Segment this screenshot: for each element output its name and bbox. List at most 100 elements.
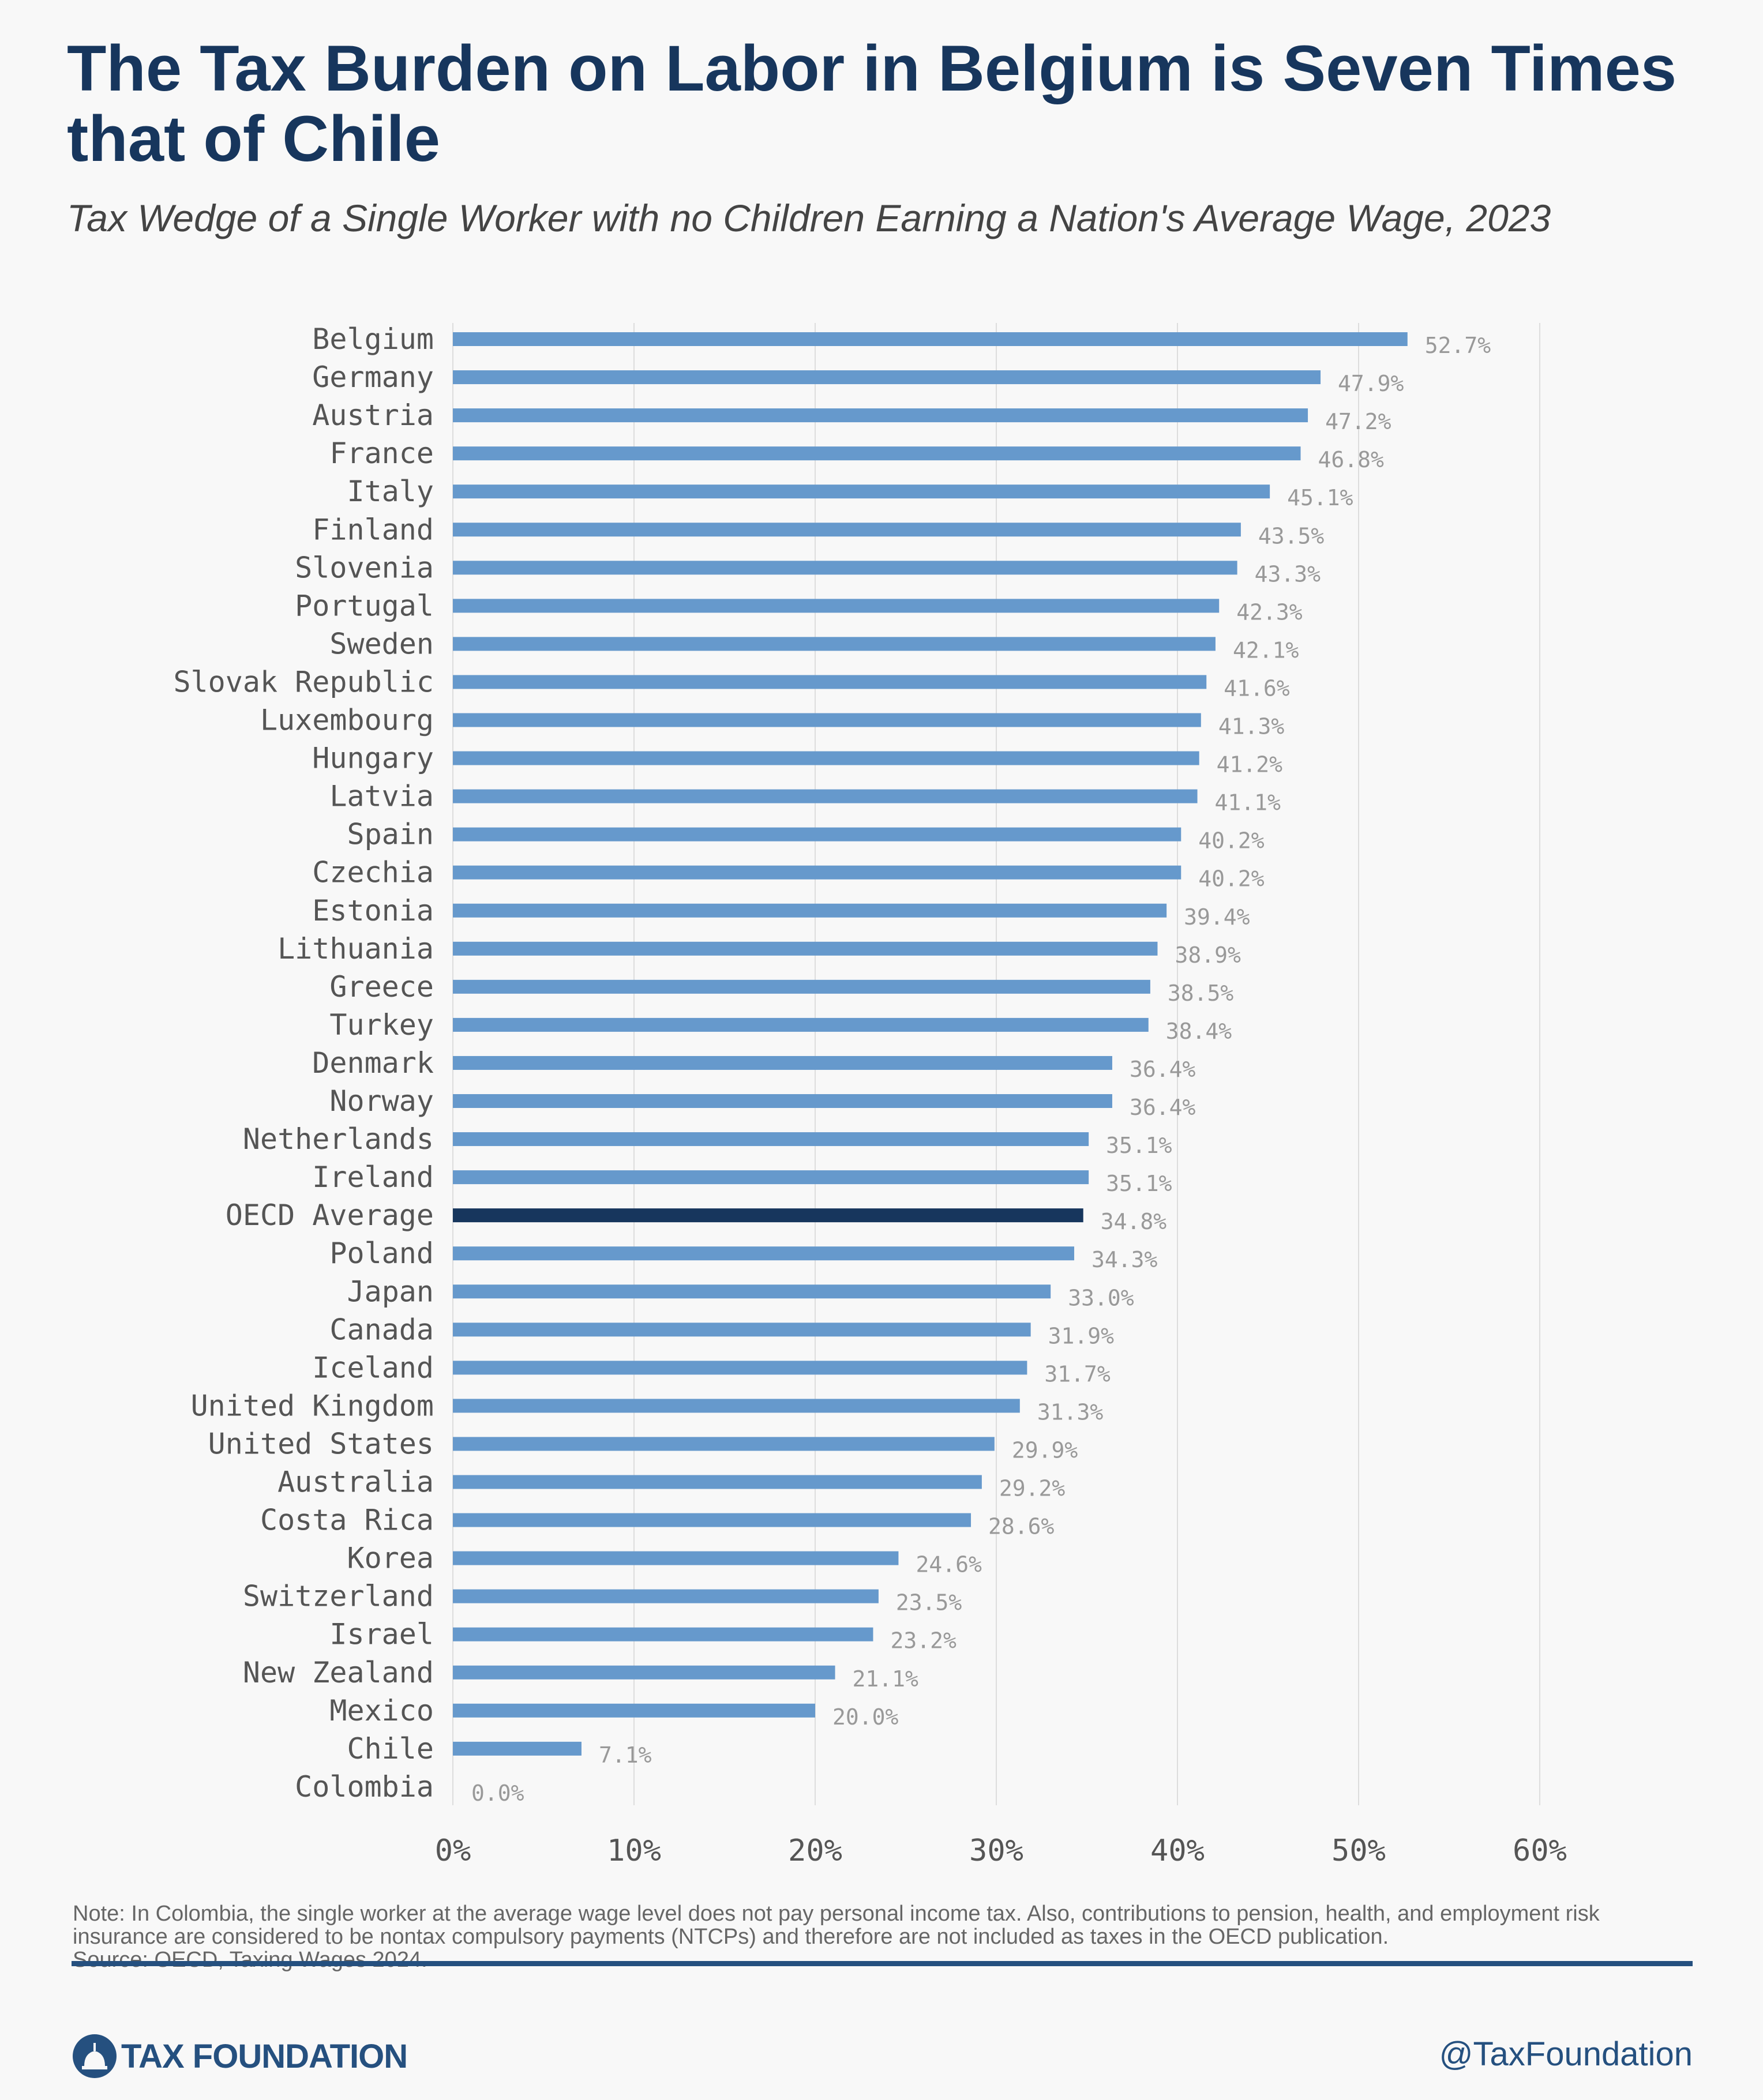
category-label: Japan (347, 1275, 434, 1308)
category-label: New Zealand (243, 1656, 434, 1689)
category-label: Belgium (312, 322, 434, 356)
category-label: Norway (329, 1084, 434, 1118)
bar (453, 751, 1199, 765)
category-label: Costa Rica (260, 1504, 434, 1537)
value-label: 40.2% (1198, 866, 1265, 892)
chart-subtitle: Tax Wedge of a Single Worker with no Chi… (67, 197, 1551, 239)
bar (453, 1284, 1051, 1299)
bar-chart: 0% 10% 20% 30% 40% 50% 60% Belgium 52.7% Germany 4… (173, 322, 1567, 1868)
category-label: Hungary (312, 742, 434, 775)
value-label: 31.9% (1048, 1323, 1115, 1348)
chart-title: The Tax Burden on Labor in Belgium is Se… (67, 32, 1677, 175)
value-label: 21.1% (853, 1666, 919, 1692)
category-label: Germany (312, 360, 434, 394)
value-label: 43.3% (1255, 561, 1321, 587)
x-tick-label: 60% (1513, 1834, 1567, 1868)
category-label: Austria (312, 399, 434, 432)
bar (453, 903, 1167, 918)
value-label: 34.3% (1091, 1247, 1158, 1272)
value-label: 39.4% (1184, 904, 1250, 930)
category-label: OECD Average (226, 1199, 434, 1232)
category-label: Canada (329, 1313, 434, 1346)
value-label: 29.9% (1012, 1437, 1078, 1463)
note-text: Note: In Colombia, the single worker at … (73, 1902, 1600, 1949)
category-label: Lithuania (277, 932, 434, 966)
bar (453, 332, 1408, 346)
bar (453, 1475, 982, 1489)
bar (453, 1055, 1112, 1070)
bar (453, 1132, 1089, 1147)
value-label: 45.1% (1287, 485, 1353, 510)
source-text: Source: OECD, Taxing Wages 2024. (73, 1948, 427, 1972)
category-label: Spain (347, 818, 434, 851)
bar (453, 637, 1216, 651)
value-label: 38.4% (1166, 1019, 1232, 1044)
bar (453, 941, 1158, 956)
bar (453, 1437, 995, 1451)
value-label: 23.5% (896, 1590, 962, 1616)
category-label: United Kingdom (191, 1389, 434, 1422)
value-label: 23.2% (890, 1628, 956, 1654)
logo-text: TAX FOUNDATION (121, 2037, 408, 2075)
category-label: Chile (347, 1732, 434, 1765)
value-label: 29.2% (999, 1476, 1066, 1501)
category-label: Poland (329, 1237, 434, 1270)
bar (453, 1323, 1031, 1337)
value-label: 28.6% (988, 1514, 1055, 1539)
value-label: 40.2% (1198, 828, 1265, 854)
category-label: Slovak Republic (173, 665, 434, 698)
category-label: Colombia (295, 1770, 434, 1804)
category-label: Mexico (329, 1694, 434, 1727)
value-label: 47.2% (1325, 409, 1391, 434)
category-label: Australia (277, 1466, 434, 1499)
category-label: United States (208, 1427, 434, 1460)
bar (453, 1703, 815, 1718)
bar (453, 446, 1301, 461)
value-label: 31.7% (1044, 1361, 1111, 1387)
bar (453, 789, 1198, 803)
bar (453, 370, 1321, 385)
value-label: 47.9% (1338, 371, 1404, 396)
category-label: Korea (347, 1542, 434, 1575)
value-label: 31.3% (1037, 1399, 1104, 1425)
footnote: Note: In Colombia, the single worker at … (73, 1902, 1665, 1971)
value-label: 41.3% (1218, 714, 1285, 739)
value-label: 33.0% (1068, 1285, 1134, 1310)
bar (453, 1513, 971, 1527)
value-label: 43.5% (1258, 523, 1325, 549)
x-tick-label: 0% (435, 1834, 471, 1868)
value-label: 46.8% (1318, 447, 1385, 472)
value-label: 34.8% (1101, 1209, 1167, 1234)
bar (453, 1741, 582, 1756)
category-label: Switzerland (243, 1580, 434, 1613)
value-label: 38.9% (1175, 942, 1241, 968)
value-label: 38.5% (1168, 980, 1234, 1006)
value-label: 41.2% (1217, 752, 1283, 777)
bar (453, 523, 1241, 537)
category-label: Greece (329, 970, 434, 1004)
x-tick-label: 20% (788, 1834, 842, 1868)
capitol-dome-icon (73, 2034, 117, 2078)
x-tick-label: 50% (1331, 1834, 1386, 1868)
bar (453, 1208, 1083, 1223)
category-label: Turkey (329, 1008, 434, 1042)
category-label: Italy (347, 475, 434, 508)
category-label: Denmark (312, 1046, 434, 1080)
bar (453, 1246, 1075, 1261)
category-label: Finland (312, 513, 434, 546)
bar (453, 827, 1181, 841)
category-label: Estonia (312, 894, 434, 927)
category-label: Netherlands (243, 1122, 434, 1156)
value-label: 36.4% (1130, 1095, 1196, 1120)
category-label: Israel (329, 1618, 434, 1651)
value-label: 41.6% (1224, 675, 1290, 701)
value-label: 0.0% (471, 1780, 524, 1806)
bar (453, 1017, 1149, 1032)
x-tick-label: 30% (969, 1834, 1023, 1868)
tax-foundation-logo: TAX FOUNDATION (72, 2030, 408, 2082)
bar (453, 1589, 879, 1603)
category-label: Sweden (329, 627, 434, 660)
value-label: 52.7% (1425, 333, 1491, 358)
bar (453, 675, 1207, 689)
bar (453, 1361, 1027, 1375)
